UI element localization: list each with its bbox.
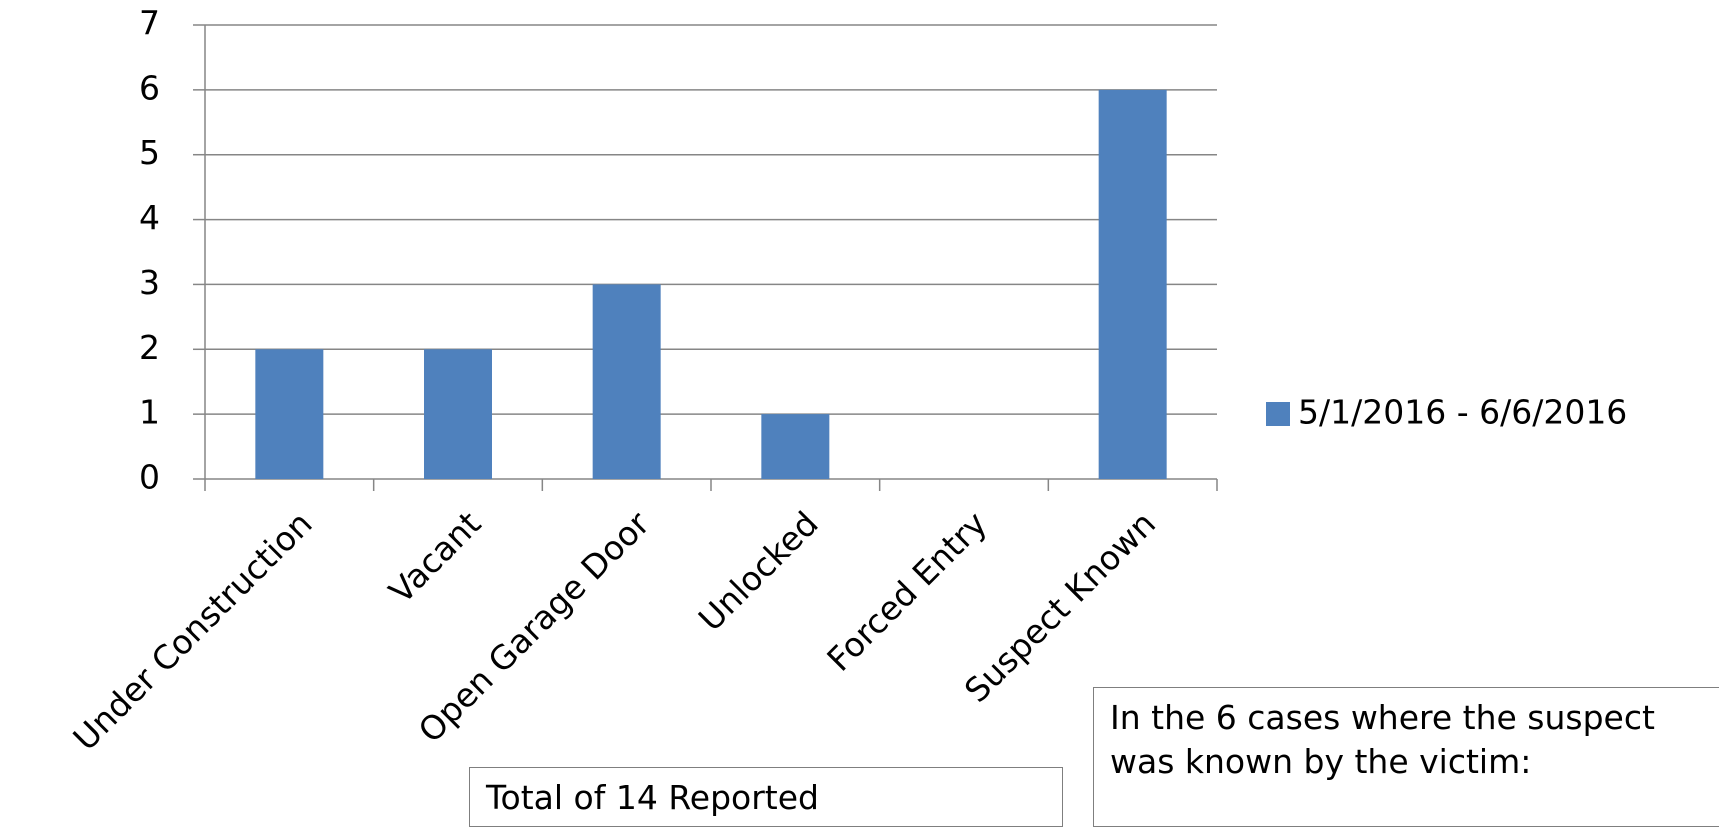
legend-label: 5/1/2016 - 6/6/2016 xyxy=(1298,393,1627,432)
bar xyxy=(761,414,830,479)
note-box: In the 6 cases where the suspect was kno… xyxy=(1093,687,1719,827)
total-box: Total of 14 Reported xyxy=(469,767,1063,827)
page: 0 1 2 3 4 5 6 7 Under Construction Vacant Open Gar… xyxy=(65,3,1719,827)
x-tick-label: Forced Entry xyxy=(819,504,994,679)
bar xyxy=(592,284,661,479)
y-tick-label: 5 xyxy=(139,133,160,172)
annotation: was known by the victim: xyxy=(1110,742,1532,781)
bar xyxy=(1098,89,1167,479)
legend-swatch xyxy=(1266,402,1290,426)
y-tick-label: 1 xyxy=(139,393,160,432)
bar xyxy=(255,349,324,479)
x-tick-label: Vacant xyxy=(381,504,488,611)
y-tick-label: 3 xyxy=(139,263,160,302)
y-tick-label: 4 xyxy=(139,198,160,237)
y-tick-label: 0 xyxy=(139,458,160,497)
y-tick-label: 7 xyxy=(139,4,160,43)
annotation: In the 6 cases where the suspect xyxy=(1110,698,1655,737)
bar xyxy=(424,349,492,479)
x-tick-label: Under Construction xyxy=(66,504,320,758)
y-tick-label: 6 xyxy=(139,68,160,107)
y-tick-label: 2 xyxy=(139,328,160,367)
annotation: Total of 14 Reported xyxy=(486,778,819,817)
x-tick-label: Unlocked xyxy=(691,504,826,639)
